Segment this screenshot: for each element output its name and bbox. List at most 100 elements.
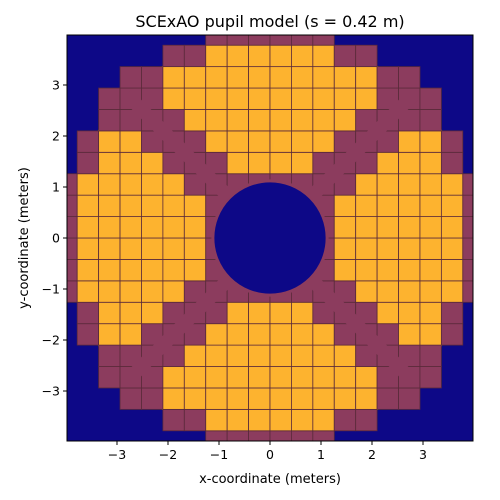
x-tick-label: 1 xyxy=(317,447,325,462)
subaperture-cell xyxy=(291,323,314,346)
spider-arm xyxy=(305,273,419,387)
subaperture-cell xyxy=(333,216,357,239)
subaperture-cell xyxy=(291,109,314,132)
subaperture-cell xyxy=(462,173,473,196)
subaperture-cell xyxy=(419,109,442,132)
x-tick-label: 0 xyxy=(266,447,274,462)
subaperture-cell xyxy=(419,301,442,325)
subaperture-cell xyxy=(398,173,421,196)
subaperture-cell xyxy=(398,216,421,239)
subaperture-cell xyxy=(419,366,442,389)
subaperture-cell xyxy=(183,109,207,132)
subaperture-cell xyxy=(205,35,228,46)
subaperture-cell xyxy=(376,237,399,260)
subaperture-cell xyxy=(376,387,399,410)
y-tick-label: −3 xyxy=(42,384,60,399)
subaperture-cell xyxy=(376,280,399,303)
subaperture-cell xyxy=(269,109,292,132)
subaperture-cell xyxy=(355,366,378,389)
subaperture-cell xyxy=(205,387,228,410)
subaperture-cell xyxy=(162,66,185,89)
x-tick-label: −1 xyxy=(210,447,228,462)
subaperture-cell xyxy=(98,280,121,303)
subaperture-cell xyxy=(419,344,442,367)
subaperture-cell xyxy=(269,323,292,346)
subaperture-cell xyxy=(419,323,442,346)
subaperture-cell xyxy=(355,408,378,432)
subaperture-cell xyxy=(376,66,399,89)
subaperture-cell xyxy=(440,323,464,346)
subaperture-cell xyxy=(226,301,249,325)
subaperture-cell xyxy=(205,323,228,346)
subaperture-cell xyxy=(119,280,142,303)
x-tick-label: 3 xyxy=(419,447,427,462)
y-axis-label: y-coordinate (meters) xyxy=(17,167,32,309)
subaperture-cell xyxy=(312,109,335,132)
subaperture-cell xyxy=(205,66,228,89)
subaperture-cell xyxy=(291,408,314,432)
subaperture-cell xyxy=(162,366,185,389)
plot-area xyxy=(67,35,473,441)
subaperture-cell xyxy=(98,237,121,260)
subaperture-cell xyxy=(440,259,464,282)
subaperture-cell xyxy=(119,323,142,346)
subaperture-cell xyxy=(226,408,249,432)
subaperture-cell xyxy=(333,387,357,410)
y-tick-label: 1 xyxy=(52,179,60,194)
subaperture-cell xyxy=(291,130,314,153)
subaperture-cell xyxy=(333,259,357,282)
x-axis: −3 −2 −1 0 1 2 3 xyxy=(108,441,427,462)
subaperture-cell xyxy=(76,173,100,196)
subaperture-cell xyxy=(119,151,142,175)
subaperture-cell xyxy=(98,259,121,282)
subaperture-cell xyxy=(440,194,464,217)
subaperture-cell xyxy=(440,216,464,239)
subaperture-cell xyxy=(141,173,164,196)
subaperture-cell xyxy=(141,194,164,217)
subaperture-cell xyxy=(291,44,314,68)
subaperture-cell xyxy=(98,109,121,132)
y-tick-label: 2 xyxy=(52,128,60,143)
subaperture-cell xyxy=(162,194,185,217)
subaperture-cell xyxy=(269,301,292,325)
subaperture-cell xyxy=(419,216,442,239)
subaperture-cell xyxy=(226,430,249,441)
subaperture-cell xyxy=(462,194,473,217)
y-tick-label: 3 xyxy=(52,77,60,92)
subaperture-cell xyxy=(141,66,164,89)
subaperture-cell xyxy=(76,301,100,325)
subaperture-cell xyxy=(398,66,421,89)
subaperture-cell xyxy=(312,44,335,68)
subaperture-cell xyxy=(355,173,378,196)
subaperture-cell xyxy=(98,151,121,175)
y-tick-label: −2 xyxy=(42,333,60,348)
subaperture-cell xyxy=(248,408,271,432)
subaperture-cell xyxy=(141,387,164,410)
subaperture-cell xyxy=(183,387,207,410)
subaperture-cell xyxy=(76,259,100,282)
subaperture-cell xyxy=(162,44,185,68)
subaperture-cell xyxy=(226,366,249,389)
subaperture-cell xyxy=(312,366,335,389)
subaperture-cell xyxy=(141,259,164,282)
subaperture-cell xyxy=(419,130,442,153)
subaperture-cell xyxy=(376,216,399,239)
subaperture-cell xyxy=(419,194,442,217)
subaperture-cell xyxy=(162,237,185,260)
subaperture-cell xyxy=(183,87,207,110)
subaperture-cell xyxy=(398,280,421,303)
subaperture-cell xyxy=(119,194,142,217)
subaperture-cell xyxy=(398,151,421,175)
subaperture-cell xyxy=(205,87,228,110)
subaperture-cell xyxy=(162,87,185,110)
subaperture-cell xyxy=(226,35,249,46)
subaperture-cell xyxy=(183,344,207,367)
subaperture-cell xyxy=(183,216,207,239)
subaperture-cell xyxy=(98,194,121,217)
subaperture-cell xyxy=(269,151,292,175)
subaperture-cell xyxy=(376,173,399,196)
subaperture-cell xyxy=(248,130,271,153)
subaperture-cell xyxy=(67,194,78,217)
subaperture-cell xyxy=(119,216,142,239)
spider-arm xyxy=(305,89,419,203)
